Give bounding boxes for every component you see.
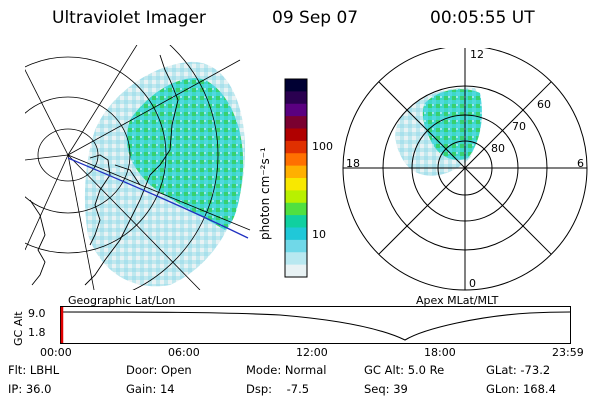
date-label: 09 Sep 07 <box>272 8 359 28</box>
time-tick-1800: 18:00 <box>424 346 456 359</box>
colorbar-swatch <box>285 128 307 142</box>
colorbar-swatch <box>285 91 307 105</box>
orbit-track <box>67 157 249 239</box>
apex-aurora-bright <box>422 89 482 160</box>
info-gc-alt: GC Alt: 5.0 Re <box>364 363 445 377</box>
colorbar-swatch <box>285 227 307 241</box>
polar-grid <box>342 48 588 291</box>
altitude-tick-9: 9.0 <box>28 307 46 320</box>
time-label: 00:05:55 UT <box>430 8 535 28</box>
colorbar-unit-label: photon cm⁻²s⁻¹ <box>258 147 272 240</box>
time-tick-2359: 23:59 <box>552 346 584 359</box>
time-tick-1200: 12:00 <box>296 346 328 359</box>
geographic-map <box>25 45 251 290</box>
mlat-label-70: 70 <box>512 120 526 133</box>
colorbar-swatch <box>285 190 307 204</box>
geo-grid <box>25 45 251 290</box>
mlt-label-12: 12 <box>470 48 484 61</box>
colorbar-swatch <box>285 215 307 229</box>
apex-panel-label: Apex MLat/MLT <box>416 294 499 307</box>
info-flt: Flt: LBHL <box>8 363 60 377</box>
info-door: Door: Open <box>126 363 192 377</box>
mlt-label-18: 18 <box>346 157 360 170</box>
colorbar <box>284 78 308 278</box>
colorbar-swatch <box>285 116 307 130</box>
mlt-label-0: 0 <box>469 277 476 290</box>
geo-panel-label: Geographic Lat/Lon <box>68 294 176 307</box>
info-seq: Seq: 39 <box>364 382 408 396</box>
colorbar-swatch <box>285 79 307 92</box>
instrument-title: Ultraviolet Imager <box>52 8 206 28</box>
mlat-label-80: 80 <box>491 142 505 155</box>
altitude-plot <box>60 306 571 344</box>
info-mode: Mode: Normal <box>246 363 327 377</box>
colorbar-swatch <box>285 239 307 253</box>
altitude-curve <box>61 311 571 341</box>
colorbar-swatch <box>285 103 307 117</box>
aurora-bright-region <box>126 78 244 230</box>
colorbar-swatch <box>285 264 307 278</box>
colorbar-swatch <box>285 140 307 154</box>
apex-polar-plot <box>342 48 588 291</box>
colorbar-tick-100: 100 <box>312 140 333 153</box>
colorbar-swatch <box>285 153 307 167</box>
coastlines <box>29 54 179 286</box>
colorbar-swatch <box>285 178 307 191</box>
colorbar-swatch <box>285 202 307 216</box>
altitude-axis-label: GC Alt <box>12 311 25 346</box>
colorbar-swatch <box>285 165 307 179</box>
time-tick-0600: 06:00 <box>168 346 200 359</box>
info-gain: Gain: 14 <box>126 382 175 396</box>
mlat-label-60: 60 <box>537 98 551 111</box>
mlt-label-6: 6 <box>577 157 584 170</box>
info-dsp: Dsp: -7.5 <box>246 382 310 396</box>
time-tick-0000: 00:00 <box>40 346 72 359</box>
info-glon: GLon: 168.4 <box>486 382 556 396</box>
info-glat: GLat: -73.2 <box>486 363 551 377</box>
colorbar-swatch <box>285 252 307 266</box>
colorbar-tick-10: 10 <box>312 228 326 241</box>
altitude-tick-1-8: 1.8 <box>28 326 46 339</box>
info-ip: IP: 36.0 <box>8 382 52 396</box>
